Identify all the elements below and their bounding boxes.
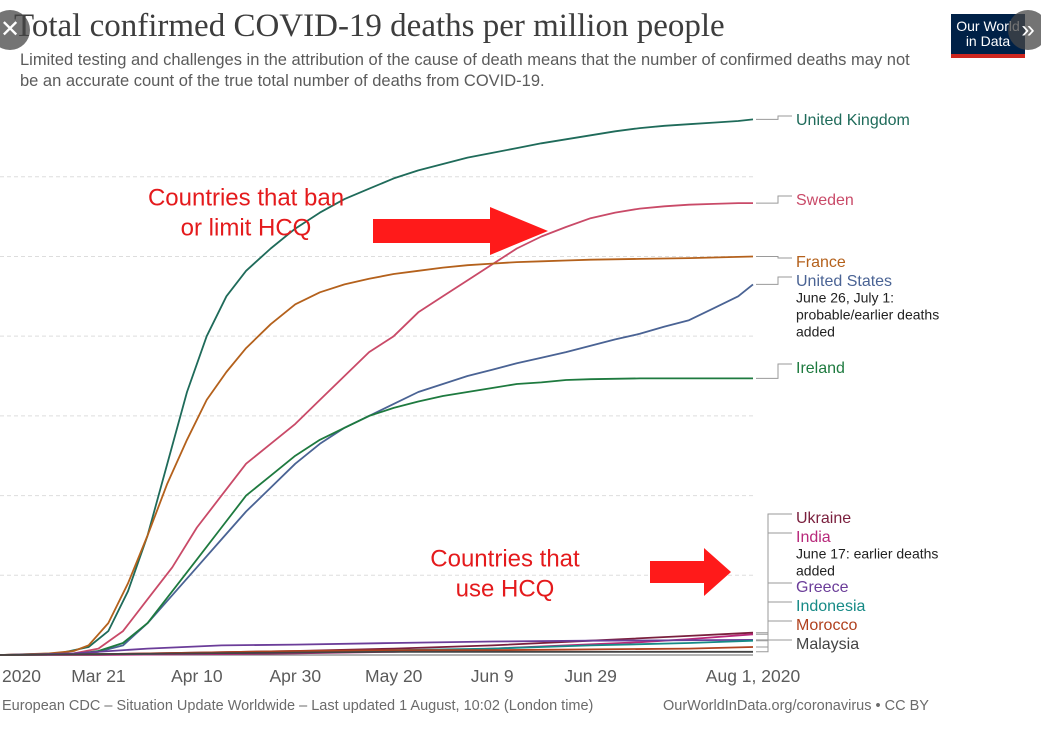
legend-connector — [756, 115, 792, 120]
logo-line-1: Our World — [956, 18, 1020, 34]
legend-connector — [756, 582, 792, 641]
legend-label: Ireland — [796, 360, 845, 377]
legend-label: Morocco — [796, 617, 857, 634]
series-line-united-states — [0, 283, 754, 656]
legend-note: added — [796, 563, 835, 579]
annotation-text-ban: Countries that ban — [148, 184, 344, 211]
legend-label: Ukraine — [796, 510, 851, 527]
legend-label: United Kingdom — [796, 112, 910, 129]
x-tick-label: 2020 — [2, 666, 41, 686]
x-tick-label: Jun 29 — [564, 666, 617, 686]
legend-connector — [756, 639, 792, 653]
close-button[interactable]: ✕ — [0, 10, 30, 50]
series-line-greece — [0, 639, 754, 656]
annotation-text-ban: or limit HCQ — [181, 214, 312, 241]
source-note: European CDC – Situation Update Worldwid… — [2, 698, 594, 714]
legend-note: added — [796, 324, 835, 340]
annotation-text-use: Countries that — [430, 545, 580, 572]
x-tick-label: Apr 10 — [171, 666, 223, 686]
legend-note: June 26, July 1: — [796, 290, 894, 306]
legend-label: Indonesia — [796, 598, 865, 615]
legend-connector — [756, 276, 792, 285]
legend-label: Sweden — [796, 192, 854, 209]
legend-entry-morocco: Morocco — [756, 617, 857, 648]
chart-subtitle: Limited testing and challenges in the at… — [20, 51, 910, 90]
legend-connector — [756, 532, 792, 635]
series-line-united-kingdom — [0, 118, 754, 656]
series-line-ireland — [0, 377, 753, 656]
legend-label: Greece — [796, 579, 849, 596]
legend-entry-malaysia: Malaysia — [756, 636, 859, 653]
x-tick-label: Aug 1, 2020 — [706, 666, 801, 686]
logo-line-2: in Data — [965, 33, 1011, 49]
chart-title: Total confirmed COVID-19 deaths per mill… — [14, 8, 725, 44]
legend-label: United States — [796, 273, 892, 290]
legend-note: June 17: earlier deaths — [796, 546, 938, 562]
license-text: • CC BY — [871, 698, 929, 714]
legend-connector — [756, 620, 792, 648]
legend-label: Malaysia — [796, 636, 859, 653]
legend-entry-united-kingdom: United Kingdom — [756, 112, 910, 129]
legend-connector — [756, 513, 792, 634]
legend-connector — [756, 363, 792, 379]
series-line-france — [0, 255, 754, 656]
owid-link[interactable]: OurWorldInData.org/coronavirus — [663, 698, 872, 714]
legend-label: India — [796, 529, 831, 546]
chevron-right-icon: » — [1021, 16, 1035, 43]
series-line-sweden — [0, 202, 753, 656]
series-line-malaysia — [0, 650, 753, 656]
next-button[interactable]: » — [1008, 10, 1041, 50]
x-tick-label: May 20 — [365, 666, 423, 686]
annotation-text-use: use HCQ — [456, 575, 555, 602]
close-icon: ✕ — [0, 16, 21, 43]
x-tick-label: Jun 9 — [471, 666, 514, 686]
x-tick-label: Mar 21 — [71, 666, 125, 686]
arrow-icon — [650, 548, 731, 596]
legend-entry-sweden: Sweden — [756, 192, 854, 209]
arrow-icon — [373, 207, 548, 255]
legend-note: probable/earlier deaths — [796, 307, 939, 323]
legend-entry-ireland: Ireland — [756, 360, 845, 379]
x-tick-label: Apr 30 — [270, 666, 322, 686]
legend-connector — [756, 256, 792, 259]
legend-connector — [756, 195, 792, 204]
legend-entry-france: France — [756, 254, 846, 271]
footer-credits: OurWorldInData.org/coronavirus • CC BY — [663, 698, 929, 714]
legend-label: France — [796, 254, 846, 271]
